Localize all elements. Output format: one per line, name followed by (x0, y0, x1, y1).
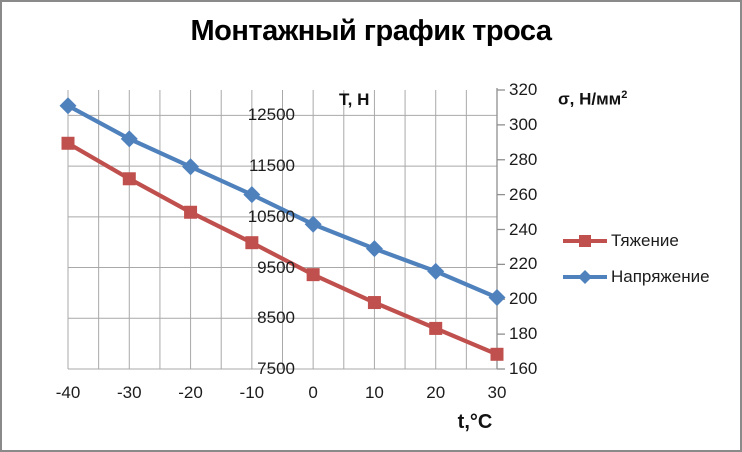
x-tick-label: -30 (116, 383, 142, 402)
y-left-axis-title: Т, Н (339, 90, 370, 109)
x-tick-label: -40 (55, 383, 81, 402)
data-point (490, 347, 504, 361)
data-point (488, 289, 506, 307)
y-left-tick-label: 9500 (257, 257, 295, 277)
legend-label-tension: Тяжение (611, 230, 679, 250)
x-tick-label: 20 (426, 383, 446, 402)
data-point (304, 215, 322, 233)
y-right-tick-label: 240 (509, 219, 538, 239)
data-point (184, 205, 198, 219)
tension-series-marker-icon (563, 234, 607, 247)
data-point (306, 268, 320, 282)
x-tick-label: -20 (178, 383, 203, 402)
legend-label-stress: Напряжение (611, 266, 710, 286)
data-point (243, 186, 261, 204)
y-right-tick-label: 200 (509, 289, 538, 309)
stress-series-marker-icon (563, 269, 607, 284)
y-right-tick-label: 160 (509, 359, 538, 378)
y-right-axis-title-text: σ, Н/мм (558, 89, 622, 109)
series-stress (59, 97, 506, 307)
x-axis-title: t,°С (457, 411, 493, 433)
data-point (367, 296, 381, 310)
y-right-tick-label: 260 (509, 184, 538, 204)
x-tick-label: 30 (487, 383, 507, 402)
y-right-tick-label: 280 (509, 149, 538, 169)
data-point (429, 321, 443, 335)
y-left-tick-label: 11500 (248, 156, 295, 176)
y-right-tick-label: 300 (509, 114, 538, 134)
legend-item-stress: Напряжение (562, 266, 710, 287)
y-left-tick-label: 8500 (257, 308, 295, 328)
y-left-tick-label: 7500 (257, 359, 295, 378)
data-point (120, 130, 138, 148)
y-right-axis-title-sup: 2 (621, 89, 628, 101)
y-right-tick-label: 220 (509, 254, 538, 274)
y-left-tick-label: 10500 (247, 206, 295, 226)
chart-title: Монтажный график троса (190, 15, 552, 47)
data-point (122, 172, 136, 186)
data-point (182, 158, 200, 176)
series-tension (61, 136, 504, 361)
data-point (61, 136, 75, 150)
x-tick-label: -10 (239, 383, 265, 402)
data-point (427, 262, 445, 280)
data-point (59, 97, 77, 115)
legend-item-tension: Тяжение (562, 230, 710, 251)
y-left-tick-label: 12500 (247, 105, 295, 125)
x-tick-label: 0 (308, 383, 318, 402)
y-right-tick-label: 180 (509, 324, 538, 344)
y-right-axis-title: σ, Н/мм2 (558, 89, 627, 110)
x-tick-label: 10 (364, 383, 384, 402)
y-right-axis-line (496, 88, 505, 370)
data-point (245, 236, 259, 250)
data-point (365, 240, 383, 258)
legend: Тяжение Напряжение (562, 230, 710, 287)
y-right-tick-label: 320 (509, 80, 538, 99)
